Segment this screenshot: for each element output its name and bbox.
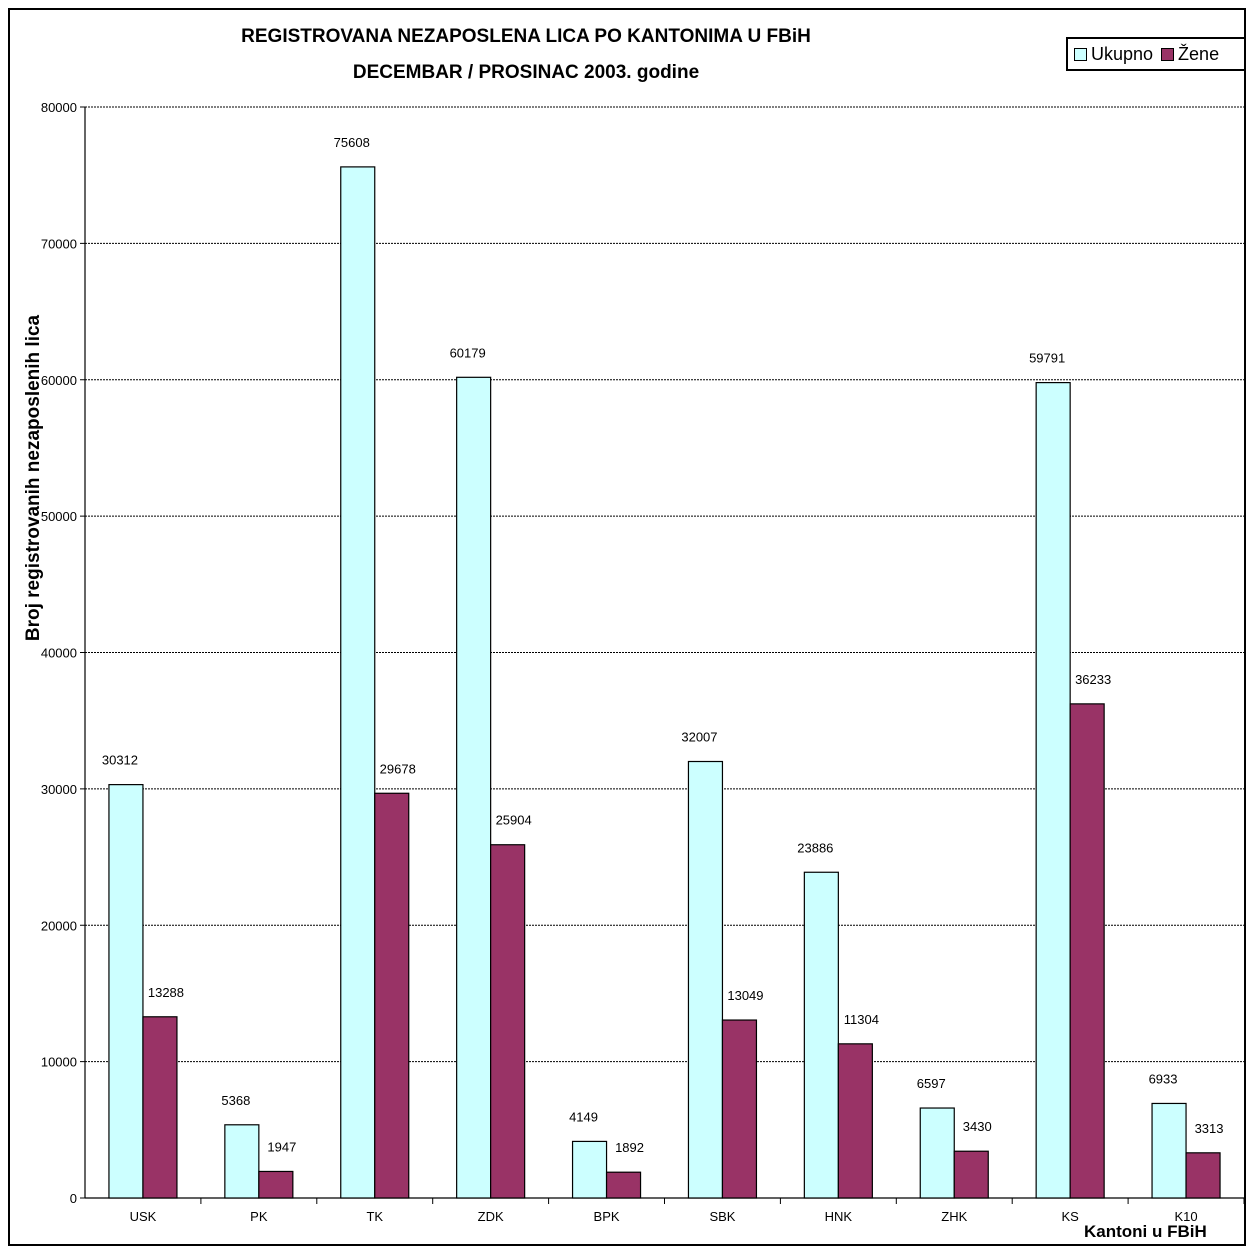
legend-swatch-ukupno xyxy=(1074,47,1087,61)
data-label: 36233 xyxy=(1075,672,1111,687)
bar-zene xyxy=(605,1171,642,1199)
data-label: 4149 xyxy=(569,1109,598,1124)
data-label: 23886 xyxy=(797,840,833,855)
bar-ukupno xyxy=(224,1124,260,1199)
bar-ukupno xyxy=(571,1140,608,1199)
data-label: 13288 xyxy=(148,985,184,1000)
data-label: 11304 xyxy=(844,1012,879,1027)
bar-ukupno xyxy=(108,784,144,1199)
y-tick-label: 0 xyxy=(70,1191,77,1206)
bar-zene xyxy=(721,1019,758,1199)
data-label: 1947 xyxy=(267,1139,296,1154)
data-label: 75608 xyxy=(334,135,370,150)
y-tick-label: 60000 xyxy=(41,373,77,388)
bar-ukupno xyxy=(1035,382,1071,1199)
legend-label-zene: Žene xyxy=(1178,43,1220,64)
y-tick-label: 50000 xyxy=(41,509,77,524)
y-tick-label: 80000 xyxy=(41,100,77,115)
bar-zene xyxy=(953,1150,989,1199)
bar-ukupno xyxy=(1151,1102,1187,1199)
data-label: 59791 xyxy=(1029,351,1065,366)
x-tick-label: ZDK xyxy=(478,1209,504,1224)
chart-title: REGISTROVANA NEZAPOSLENA LICA PO KANTONI… xyxy=(241,26,811,47)
data-label: 30312 xyxy=(102,753,138,768)
x-tick-label: BPK xyxy=(594,1209,620,1224)
bar-zene xyxy=(374,792,410,1199)
data-label: 6933 xyxy=(1149,1071,1178,1086)
data-label: 32007 xyxy=(681,730,717,745)
bar-ukupno xyxy=(456,376,492,1199)
x-axis-label: Kantoni u FBiH xyxy=(1084,1222,1207,1241)
y-tick-label: 10000 xyxy=(41,1055,77,1070)
bar-zene xyxy=(1185,1152,1221,1199)
data-label: 1892 xyxy=(615,1140,644,1155)
x-tick-label: PK xyxy=(250,1209,268,1224)
data-label: 25904 xyxy=(496,813,532,828)
data-label: 13049 xyxy=(727,988,763,1003)
bar-zene xyxy=(490,844,526,1199)
data-label: 3430 xyxy=(963,1119,992,1134)
chart-subtitle: DECEMBAR / PROSINAC 2003. godine xyxy=(352,62,700,83)
bar-zene xyxy=(258,1170,294,1199)
bar-zene xyxy=(142,1016,178,1199)
bar-ukupno xyxy=(803,871,839,1199)
data-label: 3313 xyxy=(1195,1121,1224,1136)
bar-zene xyxy=(1069,703,1105,1199)
bar-ukupno xyxy=(340,166,376,1199)
y-axis-label: Broj registrovanih nezaposlenih lica xyxy=(23,314,44,642)
y-tick-label: 30000 xyxy=(41,782,77,797)
x-tick-label: HNK xyxy=(825,1209,853,1224)
legend-item-ukupno: Ukupno xyxy=(1074,44,1153,65)
x-tick-label: ZHK xyxy=(941,1209,967,1224)
data-label: 5368 xyxy=(221,1093,250,1108)
legend-swatch-zene xyxy=(1161,47,1175,61)
y-tick-label: 40000 xyxy=(41,646,77,661)
x-tick-label: SBK xyxy=(709,1209,735,1224)
y-tick-label: 70000 xyxy=(41,236,77,251)
legend: Ukupno Žene xyxy=(1066,37,1246,71)
data-label: 60179 xyxy=(450,345,486,360)
x-tick-label: TK xyxy=(366,1209,383,1224)
bar-ukupno xyxy=(919,1107,955,1199)
x-tick-label: KS xyxy=(1061,1209,1079,1224)
x-tick-label: USK xyxy=(130,1209,157,1224)
x-tick-label: K10 xyxy=(1174,1209,1197,1224)
bar-ukupno xyxy=(687,760,724,1199)
data-label: 6597 xyxy=(917,1076,946,1091)
bar-zene xyxy=(837,1043,873,1199)
legend-item-zene: Žene xyxy=(1161,44,1219,65)
legend-label-ukupno: Ukupno xyxy=(1091,43,1154,64)
y-tick-label: 20000 xyxy=(41,918,77,933)
data-label: 29678 xyxy=(380,761,416,776)
